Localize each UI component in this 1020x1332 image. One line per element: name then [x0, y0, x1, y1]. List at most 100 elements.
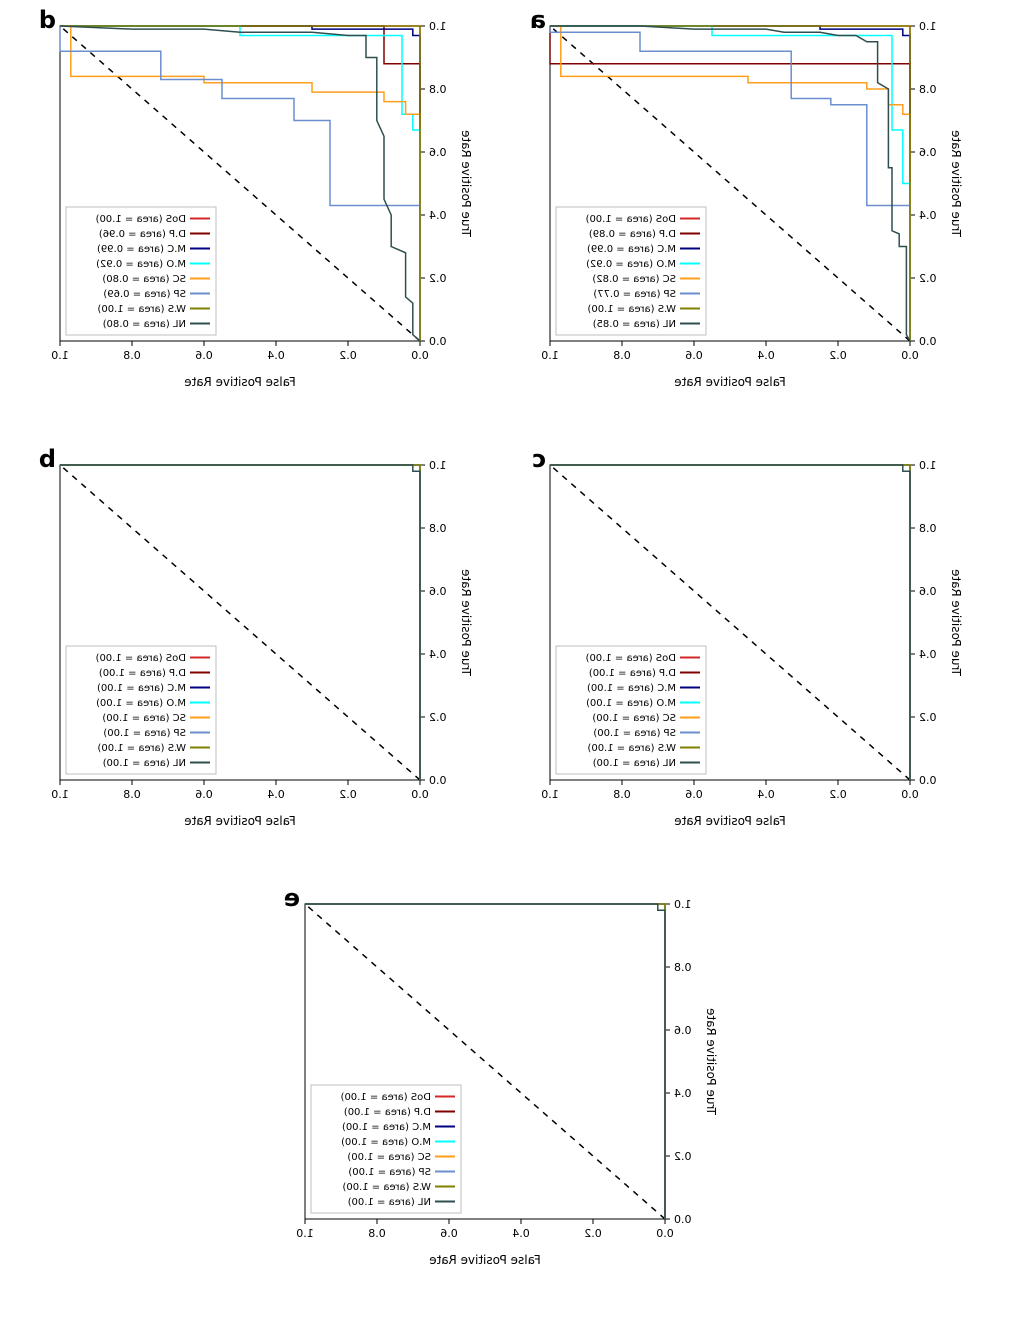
ytick-label: 0.2 [429, 711, 447, 724]
ytick-label: 0.2 [919, 272, 937, 285]
legend-label: M.C (area = 1.00) [587, 683, 676, 694]
xtick-label: 1.0 [296, 1227, 314, 1240]
panel-b: 0.00.00.20.20.40.40.60.60.80.81.01.0Fals… [50, 445, 480, 835]
xtick-label: 0.4 [267, 349, 285, 362]
xtick-label: 0.2 [829, 788, 847, 801]
ytick-label: 0.4 [429, 648, 447, 661]
ytick-label: 0.4 [919, 648, 937, 661]
xtick-label: 0.8 [123, 349, 141, 362]
legend-label: D.P (area = 0.89) [589, 229, 676, 240]
legend-label: M.C (area = 0.99) [587, 244, 676, 255]
legend-label: SC (area = 1.00) [592, 713, 676, 724]
legend-label: SC (area = 1.00) [102, 713, 186, 724]
legend-label: D.P (area = 1.00) [99, 668, 186, 679]
legend-label: M.O (area = 1.00) [96, 698, 186, 709]
panel-label-c: c [532, 445, 546, 473]
legend-label: SP (area = 1.00) [593, 728, 676, 739]
ytick-label: 0.8 [429, 522, 447, 535]
panel-label-d: d [39, 6, 56, 34]
legend: DoS (area = 1.00) D.P (area = 1.00) M.C (a… [66, 646, 216, 774]
panel-label-b: b [39, 445, 56, 473]
legend-label: DoS (area = 1.00) [585, 653, 676, 664]
xtick-label: 0.2 [339, 788, 357, 801]
roc-chart-c: 0.00.00.20.20.40.40.60.60.80.81.01.0Fals… [540, 445, 970, 835]
y-axis-label: True Positive Rate [949, 130, 963, 238]
ytick-label: 0.0 [919, 774, 937, 787]
legend-label: SP (area = 1.00) [348, 1167, 431, 1178]
legend-label: M.O (area = 0.92) [586, 259, 676, 270]
ytick-label: 0.0 [429, 774, 447, 787]
x-axis-label: False Positive Rate [674, 375, 786, 389]
ytick-label: 0.0 [429, 335, 447, 348]
ytick-label: 0.4 [429, 209, 447, 222]
x-axis-label: False Positive Rate [674, 814, 786, 828]
ytick-label: 0.4 [919, 209, 937, 222]
xtick-label: 0.0 [411, 788, 429, 801]
legend-label: W.S (area = 1.00) [97, 304, 186, 315]
roc-chart-a: 0.00.00.20.20.40.40.60.60.80.81.01.0Fals… [540, 6, 970, 396]
y-axis-label: True Positive Rate [459, 130, 473, 238]
xtick-label: 0.6 [685, 349, 703, 362]
xtick-label: 0.0 [901, 788, 919, 801]
ytick-label: 0.0 [919, 335, 937, 348]
xtick-label: 0.8 [123, 788, 141, 801]
legend: DoS (area = 1.00)D.P (area = 1.00)M.C (a… [311, 1085, 461, 1213]
legend-label: M.C (area = 1.00) [97, 683, 186, 694]
legend: DoS (area = 1.00) D.P (area = 0.96) M.C (a… [66, 207, 216, 335]
legend-label: SC (area = 0.82) [592, 274, 676, 285]
legend-label: DoS (area = 1.00) [95, 214, 186, 225]
panel-e: 0.00.00.20.20.40.40.60.60.80.81.01.0Fals… [295, 884, 725, 1274]
legend-label: M.O (area = 1.00) [341, 1137, 431, 1148]
xtick-label: 1.0 [51, 349, 69, 362]
legend-label: D.P (area = 1.00) [589, 668, 676, 679]
ytick-label: 0.8 [919, 522, 937, 535]
ytick-label: 1.0 [919, 459, 937, 472]
y-axis-label: True Positive Rate [704, 1008, 718, 1116]
ytick-label: 0.6 [429, 146, 447, 159]
x-axis-label: False Positive Rate [429, 1253, 541, 1267]
ytick-label: 0.6 [429, 585, 447, 598]
x-axis-label: False Positive Rate [184, 375, 296, 389]
xtick-label: 0.0 [411, 349, 429, 362]
panel-d: 0.00.00.20.20.40.40.60.60.80.81.01.0Fals… [50, 6, 480, 396]
xtick-label: 0.0 [901, 349, 919, 362]
xtick-label: 0.2 [584, 1227, 602, 1240]
xtick-label: 1.0 [541, 349, 559, 362]
ytick-label: 0.4 [674, 1087, 692, 1100]
legend-label: SC (area = 1.00) [347, 1152, 431, 1163]
legend-label: M.C (area = 0.99) [97, 244, 186, 255]
xtick-label: 0.6 [440, 1227, 458, 1240]
legend-label: NL (area = 0.85) [593, 319, 676, 330]
legend-label: NL (area = 1.00) [593, 758, 676, 769]
legend-label: NL (area = 1.00) [103, 758, 186, 769]
legend-label: DoS (area = 1.00) [95, 653, 186, 664]
ytick-label: 0.2 [919, 711, 937, 724]
xtick-label: 0.4 [757, 788, 775, 801]
legend: DoS (area = 1.00)D.P (area = 0.89)M.C (a… [556, 207, 706, 335]
y-axis-label: True Positive Rate [949, 569, 963, 677]
legend-label: D.P (area = 0.96) [99, 229, 186, 240]
legend: DoS (area = 1.00) D.P (area = 1.00) M.C (a… [556, 646, 706, 774]
panel-label-a: a [530, 6, 546, 34]
xtick-label: 1.0 [541, 788, 559, 801]
legend-label: M.O (area = 1.00) [586, 698, 676, 709]
xtick-label: 0.2 [829, 349, 847, 362]
ytick-label: 0.8 [429, 83, 447, 96]
x-axis-label: False Positive Rate [184, 814, 296, 828]
xtick-label: 0.6 [195, 788, 213, 801]
legend-label: W.S (area = 1.00) [97, 743, 186, 754]
ytick-label: 1.0 [674, 898, 692, 911]
legend-label: M.C (area = 1.00) [342, 1122, 431, 1133]
xtick-label: 0.0 [656, 1227, 674, 1240]
roc-chart-b: 0.00.00.20.20.40.40.60.60.80.81.01.0Fals… [50, 445, 480, 835]
xtick-label: 0.6 [685, 788, 703, 801]
panel-label-e: e [284, 884, 300, 912]
xtick-label: 0.8 [613, 788, 631, 801]
legend-label: SP (area = 0.77) [593, 289, 676, 300]
ytick-label: 0.2 [429, 272, 447, 285]
roc-chart-d: 0.00.00.20.20.40.40.60.60.80.81.01.0Fals… [50, 6, 480, 396]
legend-label: W.S (area = 1.00) [342, 1182, 431, 1193]
xtick-label: 0.4 [512, 1227, 530, 1240]
legend-label: SP (area = 0.69) [103, 289, 186, 300]
ytick-label: 0.6 [919, 146, 937, 159]
